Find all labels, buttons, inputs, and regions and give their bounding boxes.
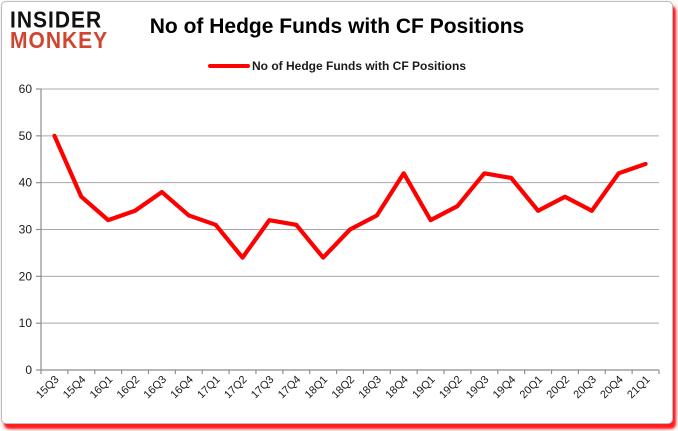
svg-text:18Q2: 18Q2 [330,374,358,402]
svg-text:20Q4: 20Q4 [598,374,626,402]
svg-text:19Q4: 19Q4 [491,374,519,402]
svg-text:17Q4: 17Q4 [276,374,304,402]
insider-monkey-logo: INSIDER MONKEY [10,7,109,54]
svg-text:20: 20 [19,269,33,283]
svg-text:18Q1: 18Q1 [303,374,331,402]
svg-text:17Q1: 17Q1 [195,374,223,402]
svg-text:18Q3: 18Q3 [356,374,384,402]
svg-text:21Q1: 21Q1 [625,374,653,402]
svg-text:15Q3: 15Q3 [34,374,62,402]
svg-text:50: 50 [19,129,33,143]
svg-text:20Q3: 20Q3 [571,374,599,402]
svg-text:10: 10 [19,316,33,330]
svg-text:18Q4: 18Q4 [383,374,411,402]
svg-text:16Q2: 16Q2 [115,374,143,402]
svg-text:17Q3: 17Q3 [249,374,277,402]
svg-text:16Q3: 16Q3 [142,374,170,402]
svg-text:16Q1: 16Q1 [88,374,116,402]
svg-text:19Q2: 19Q2 [437,374,465,402]
svg-text:19Q3: 19Q3 [464,374,492,402]
svg-text:19Q1: 19Q1 [410,374,438,402]
logo-line-insider: INSIDER [10,7,103,33]
chart-title: No of Hedge Funds with CF Positions [149,15,525,38]
legend-label: No of Hedge Funds with CF Positions [252,59,466,73]
svg-text:60: 60 [19,82,33,96]
chart-card: INSIDER MONKEY No of Hedge Funds with CF… [1,1,673,424]
logo-line-monkey: MONKEY [10,28,109,54]
svg-text:15Q4: 15Q4 [61,374,89,402]
svg-text:40: 40 [19,176,33,190]
legend-line-swatch [208,64,250,68]
svg-text:16Q4: 16Q4 [168,374,196,402]
svg-text:17Q2: 17Q2 [222,374,250,402]
svg-text:0: 0 [25,363,32,377]
svg-text:20Q1: 20Q1 [518,374,546,402]
svg-text:20Q2: 20Q2 [545,374,573,402]
legend: No of Hedge Funds with CF Positions [2,59,672,73]
svg-text:30: 30 [19,223,33,237]
